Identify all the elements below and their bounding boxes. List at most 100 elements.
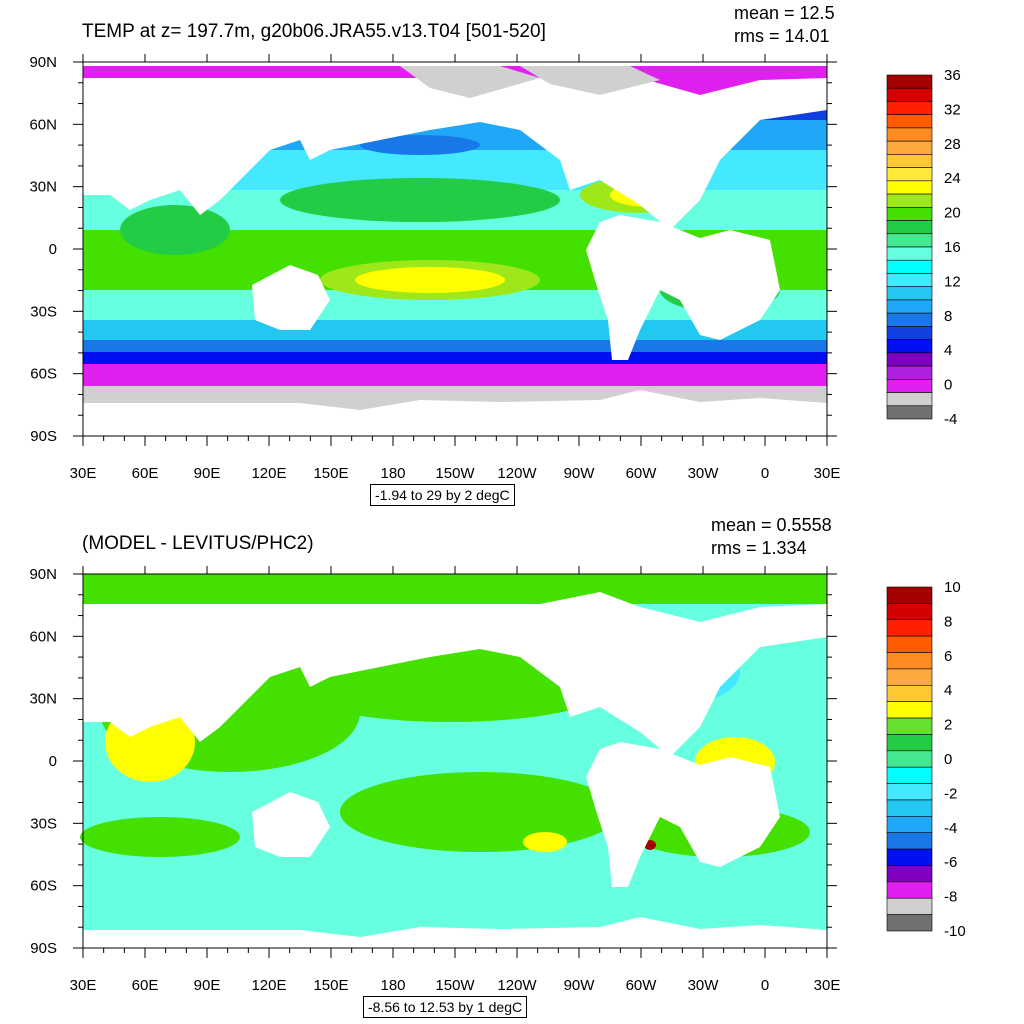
x-tick-label: 150W — [435, 977, 475, 994]
colorbar-swatch — [886, 405, 933, 420]
x-tick-label: 120E — [251, 465, 286, 482]
y-tick-label: 30N — [29, 179, 57, 196]
colorbar-swatch — [886, 273, 933, 287]
colorbar-swatch — [886, 750, 933, 768]
colorbar-label: 12 — [944, 273, 961, 290]
x-tick-label: 90W — [564, 465, 596, 482]
colorbar-swatch — [886, 352, 933, 367]
chart-title: (MODEL - LEVITUS/PHC2) — [82, 533, 314, 554]
x-tick-label: 60E — [132, 977, 159, 994]
colorbar-swatch — [886, 832, 933, 850]
colorbar-label: 24 — [944, 170, 961, 187]
x-tick-label: 0 — [761, 465, 769, 482]
x-tick-label: 180 — [380, 977, 405, 994]
colorbar-swatch — [886, 154, 933, 168]
x-tick-label: 30E — [70, 465, 97, 482]
y-tick-label: 0 — [49, 241, 57, 258]
colorbar-swatch — [886, 701, 933, 719]
colorbar-swatch — [886, 652, 933, 670]
contour-info: -1.94 to 29 by 2 degC — [370, 484, 515, 506]
colorbar-label: 4 — [944, 342, 952, 359]
colorbar-swatch — [886, 865, 933, 883]
x-tick-label: 90W — [564, 977, 596, 994]
colorbar-label: 32 — [944, 101, 961, 118]
colorbar-swatch — [886, 140, 933, 155]
colorbar-swatch — [886, 286, 933, 301]
colorbar-swatch — [886, 392, 933, 407]
colorbar-swatch — [886, 220, 933, 235]
colorbar-swatch — [886, 246, 933, 261]
x-tick-label: 90E — [194, 977, 221, 994]
colorbar-swatch — [886, 299, 933, 314]
mean-label: mean = 12.5 — [734, 3, 835, 23]
x-tick-label: 30W — [688, 465, 720, 482]
x-tick-label: 30E — [70, 977, 97, 994]
colorbar-swatch — [886, 717, 933, 735]
colorbar-swatch — [886, 783, 933, 801]
x-tick-label: 60W — [626, 465, 658, 482]
colorbar: 36 32 28 24 20 16 12 8 4 0 -4 — [886, 67, 961, 428]
mean-label: mean = 0.5558 — [711, 515, 832, 535]
colorbar-label: 16 — [944, 239, 961, 256]
chart-title: TEMP at z= 197.7m, g20b06.JRA55.v13.T04 … — [82, 21, 546, 42]
colorbar-label: 28 — [944, 136, 961, 153]
x-tick-label: 0 — [761, 977, 769, 994]
x-tick-label: 60E — [132, 465, 159, 482]
colorbar-label: 6 — [944, 648, 952, 665]
rms-label: rms = 1.334 — [711, 538, 807, 558]
y-tick-label: 60N — [29, 116, 57, 133]
colorbar-label: 36 — [944, 67, 961, 84]
colorbar-swatch — [886, 635, 933, 653]
y-tick-label: 30S — [30, 303, 57, 320]
colorbar-swatch — [886, 259, 933, 274]
colorbar-label: -6 — [944, 854, 957, 871]
y-tick-label: 30N — [29, 691, 57, 708]
colorbar: 10 8 6 4 2 0 -2 -4 -6 -8 -10 — [886, 579, 966, 940]
colorbar-swatch — [886, 114, 933, 129]
colorbar-swatch — [886, 619, 933, 637]
map-field — [80, 568, 827, 948]
x-tick-label: 120W — [497, 977, 537, 994]
colorbar-swatch — [886, 848, 933, 866]
colorbar-swatch — [886, 734, 933, 752]
colorbar-label: 0 — [944, 751, 952, 768]
colorbar-label: 8 — [944, 613, 952, 630]
colorbar-label: -2 — [944, 785, 957, 802]
y-tick-label: 90S — [30, 940, 57, 957]
x-tick-label: 30E — [814, 465, 841, 482]
colorbar-swatch — [886, 312, 933, 327]
colorbar-swatch — [886, 127, 933, 142]
colorbar-swatch — [886, 379, 933, 393]
x-tick-label: 60W — [626, 977, 658, 994]
colorbar-swatch — [886, 233, 933, 248]
colorbar-swatch — [886, 914, 933, 932]
map-plot: 30E 60E 90E 120E 150E 180 150W 120W 90W 60W 30W 0 30… — [29, 566, 966, 994]
contour-info: -8.56 to 12.53 by 1 degC — [363, 996, 528, 1018]
y-tick-label: 90N — [29, 566, 57, 583]
x-tick-label: 150E — [313, 465, 348, 482]
y-tick-label: 60S — [30, 878, 57, 895]
colorbar-swatch — [886, 668, 933, 686]
colorbar-label: 0 — [944, 377, 952, 394]
colorbar-swatch — [886, 684, 933, 702]
colorbar-label: 8 — [944, 308, 952, 325]
colorbar-swatch — [886, 799, 933, 817]
y-tick-label: 0 — [49, 753, 57, 770]
x-tick-label: 120E — [251, 977, 286, 994]
y-tick-label: 60S — [30, 366, 57, 383]
colorbar-swatch — [886, 193, 933, 208]
colorbar-swatch — [886, 586, 933, 604]
colorbar-label: -8 — [944, 889, 957, 906]
x-tick-label: 30W — [688, 977, 720, 994]
colorbar-swatch — [886, 87, 933, 102]
y-tick-label: 90N — [29, 54, 57, 71]
x-tick-label: 120W — [497, 465, 537, 482]
colorbar-swatch — [886, 766, 933, 784]
colorbar-swatch — [886, 603, 933, 621]
colorbar-label: 4 — [944, 682, 952, 699]
x-tick-label: 150W — [435, 465, 475, 482]
colorbar-swatch — [886, 207, 933, 221]
x-tick-label: 180 — [380, 465, 405, 482]
x-tick-label: 30E — [814, 977, 841, 994]
colorbar-swatch — [886, 365, 933, 380]
